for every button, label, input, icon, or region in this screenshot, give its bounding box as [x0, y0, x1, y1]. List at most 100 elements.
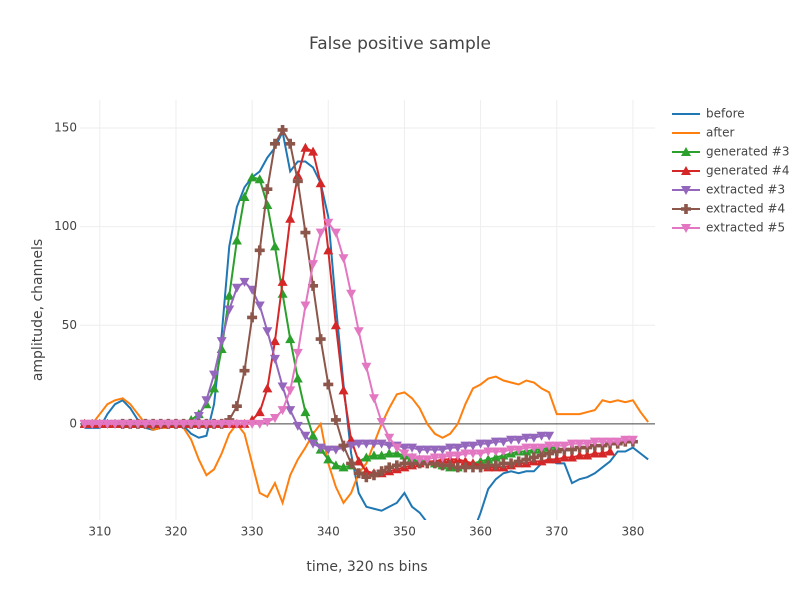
marker: [300, 407, 311, 417]
marker: [216, 337, 227, 347]
marker: [277, 288, 288, 298]
marker: [490, 447, 501, 457]
marker: [597, 437, 608, 447]
x-tick-label: 330: [241, 525, 264, 539]
marker: [407, 453, 418, 463]
marker: [483, 439, 494, 449]
y-tick-label: 100: [54, 219, 77, 233]
marker: [292, 170, 303, 180]
marker: [224, 419, 235, 429]
marker: [269, 354, 280, 364]
x-tick-label: 350: [393, 525, 416, 539]
legend-label: generated #3: [706, 145, 789, 159]
marker: [620, 435, 631, 445]
marker: [399, 449, 410, 459]
x-tick-label: 320: [165, 525, 188, 539]
marker: [209, 419, 220, 429]
marker: [521, 454, 532, 465]
marker: [460, 449, 471, 459]
legend-label: before: [706, 107, 745, 121]
marker: [231, 235, 242, 245]
marker: [308, 280, 319, 291]
marker: [209, 370, 220, 380]
marker: [589, 448, 600, 458]
marker: [544, 454, 555, 464]
marker: [528, 443, 539, 453]
marker: [285, 406, 296, 416]
marker: [346, 441, 357, 451]
marker: [452, 462, 463, 473]
marker: [483, 447, 494, 457]
marker: [193, 419, 204, 429]
marker: [483, 454, 494, 464]
marker: [224, 290, 235, 300]
marker: [292, 421, 303, 431]
marker: [323, 218, 334, 228]
legend-label: generated #4: [706, 164, 789, 178]
marker: [330, 414, 341, 425]
x-axis-label: time, 320 ns bins: [306, 559, 427, 575]
marker: [429, 445, 440, 455]
marker: [292, 348, 303, 358]
legend-label: extracted #3: [706, 183, 785, 197]
marker: [315, 178, 326, 188]
marker: [429, 453, 440, 463]
marker: [269, 241, 280, 251]
marker: [361, 452, 372, 462]
marker: [376, 439, 387, 449]
marker: [262, 199, 273, 209]
marker: [323, 379, 334, 390]
y-tick-label: 150: [54, 121, 77, 135]
marker: [87, 419, 98, 429]
marker: [308, 260, 319, 270]
marker: [414, 445, 425, 455]
marker: [574, 439, 585, 449]
marker: [475, 449, 486, 459]
marker: [559, 452, 570, 462]
marker: [368, 450, 379, 460]
marker: [437, 445, 448, 455]
marker: [323, 454, 334, 464]
marker: [140, 419, 151, 429]
marker: [681, 186, 691, 195]
marker: [551, 441, 562, 451]
marker: [277, 276, 288, 286]
marker: [582, 439, 593, 449]
marker: [323, 245, 334, 255]
marker: [186, 419, 197, 429]
marker: [330, 320, 341, 330]
marker: [475, 439, 486, 449]
marker: [536, 443, 547, 453]
marker: [376, 450, 387, 460]
marker: [490, 460, 501, 471]
grid: [80, 100, 655, 520]
marker: [528, 452, 539, 463]
marker: [239, 192, 250, 202]
marker: [94, 419, 105, 429]
legend-label: extracted #5: [706, 221, 785, 235]
marker: [612, 437, 623, 447]
marker: [262, 327, 273, 337]
marker: [445, 443, 456, 453]
marker: [247, 419, 258, 429]
marker: [490, 437, 501, 447]
marker: [170, 419, 181, 429]
marker: [528, 433, 539, 443]
marker: [422, 455, 433, 465]
marker: [361, 466, 372, 476]
marker: [148, 419, 159, 429]
marker: [254, 245, 265, 256]
marker: [422, 445, 433, 455]
marker: [269, 138, 280, 149]
marker: [277, 382, 288, 392]
marker: [368, 439, 379, 449]
marker: [384, 441, 395, 451]
marker: [399, 443, 410, 453]
marker: [521, 433, 532, 443]
marker: [300, 142, 311, 152]
marker: [155, 419, 166, 429]
marker: [254, 419, 265, 429]
marker: [513, 456, 524, 467]
marker: [346, 434, 357, 444]
marker: [201, 396, 212, 406]
